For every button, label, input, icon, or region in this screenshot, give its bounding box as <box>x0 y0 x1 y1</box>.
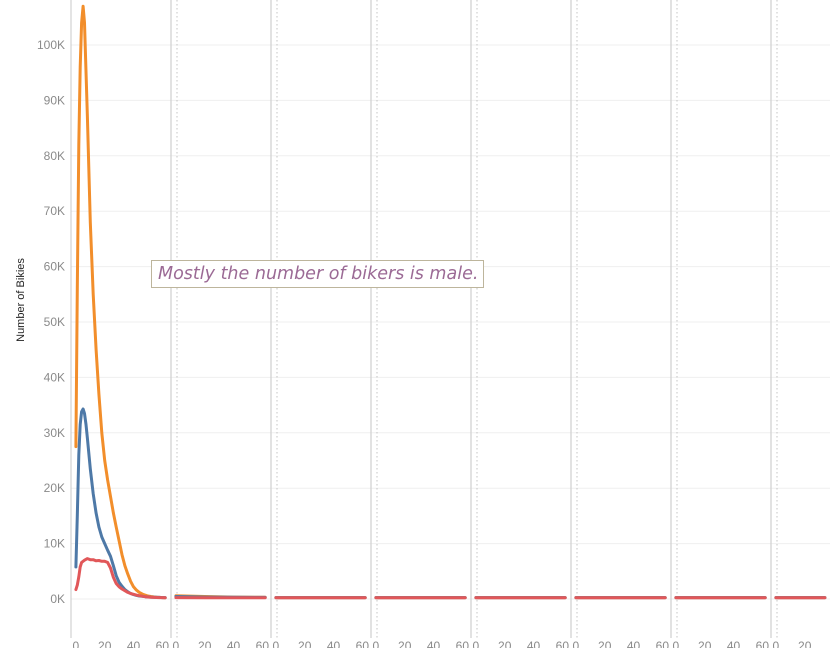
x-tick-label: 40 <box>527 639 541 648</box>
y-tick-label: 10K <box>44 537 65 551</box>
x-tick-label: 60 <box>356 639 370 648</box>
x-tick-label: 20 <box>398 639 412 648</box>
y-tick-label: 40K <box>44 370 65 384</box>
x-tick-label: 40 <box>627 639 641 648</box>
x-tick-label: 0 <box>73 639 80 648</box>
y-tick-label: 50K <box>44 315 65 329</box>
series-2-line-panel-0 <box>74 557 167 600</box>
x-tick-label: 40 <box>227 639 241 648</box>
x-tick-label: 40 <box>427 639 441 648</box>
x-tick-label: 40 <box>327 639 341 648</box>
x-tick-label: 0 <box>773 639 780 648</box>
x-tick-label: 0 <box>373 639 380 648</box>
x-tick-label: 60 <box>656 639 670 648</box>
panel-dividers <box>70 0 778 638</box>
x-tick-label: 20 <box>498 639 512 648</box>
x-tick-label: 60 <box>156 639 170 648</box>
y-tick-label: 60K <box>44 260 65 274</box>
series-lines <box>74 4 827 600</box>
x-tick-label: 60 <box>556 639 570 648</box>
x-tick-label: 60 <box>456 639 470 648</box>
annotation-text: Mostly the number of bikers is male. <box>158 264 479 284</box>
series-0-line-panel-0 <box>74 4 167 600</box>
x-tick-label: 20 <box>198 639 212 648</box>
x-tick-label: 20 <box>798 639 812 648</box>
x-axis-ticks: 0 20 40 60 0 20 40 60 0 20 40 60 0 20 40 60 0 20 40 60 0 20 40… <box>73 639 812 648</box>
x-tick-label: 20 <box>598 639 612 648</box>
y-tick-label: 70K <box>44 204 65 218</box>
x-tick-label: 0 <box>673 639 680 648</box>
x-tick-label: 20 <box>98 639 112 648</box>
x-tick-label: 0 <box>573 639 580 648</box>
y-tick-label: 80K <box>44 149 65 163</box>
y-axis-title: Number of Bikies <box>15 258 27 342</box>
x-tick-label: 0 <box>473 639 480 648</box>
series-1-line-panel-0 <box>74 407 167 600</box>
annotation-callout: Mostly the number of bikers is male. <box>151 260 484 288</box>
y-tick-label: 100K <box>37 38 65 52</box>
x-tick-label: 0 <box>273 639 280 648</box>
y-tick-label: 30K <box>44 426 65 440</box>
x-tick-label: 40 <box>727 639 741 648</box>
x-tick-label: 40 <box>127 639 141 648</box>
x-tick-label: 20 <box>298 639 312 648</box>
x-tick-label: 0 <box>173 639 180 648</box>
y-tick-label: 20K <box>44 481 65 495</box>
x-tick-label: 60 <box>756 639 770 648</box>
gridlines <box>71 44 830 600</box>
y-axis-ticks: 0K 10K 20K 30K 40K 50K 60K 70K 80K 90K 100K <box>37 38 65 606</box>
x-tick-label: 20 <box>698 639 712 648</box>
y-tick-label: 90K <box>44 93 65 107</box>
y-tick-label: 0K <box>50 592 65 606</box>
x-tick-label: 60 <box>256 639 270 648</box>
